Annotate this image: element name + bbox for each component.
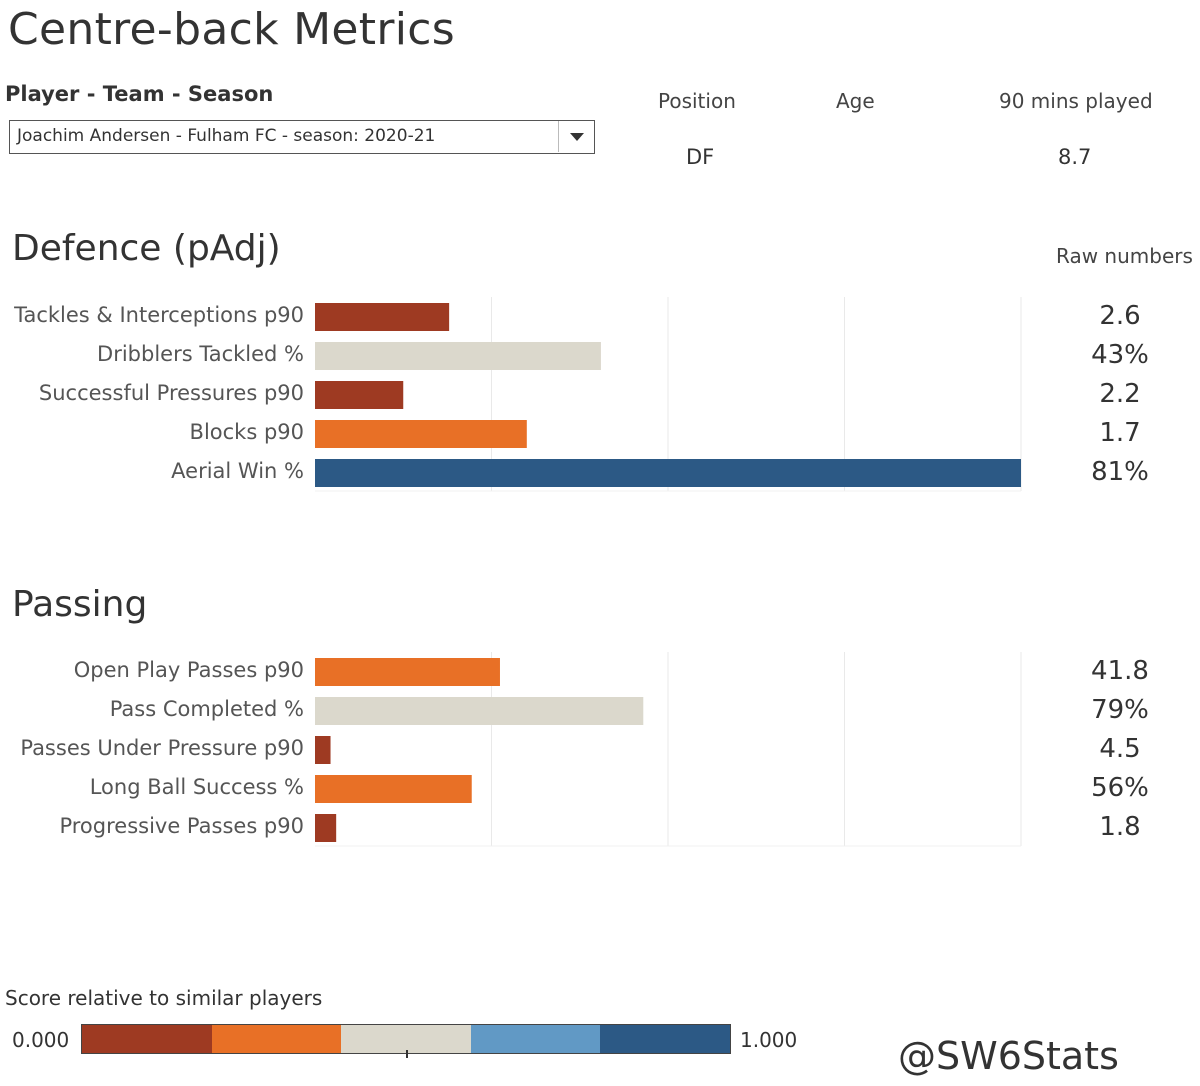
bar-progressive-passes-p90[interactable] — [315, 814, 337, 842]
position-value: DF — [686, 145, 715, 169]
color-legend-bar — [81, 1024, 731, 1054]
raw-numbers-header: Raw numbers — [1056, 244, 1193, 268]
legend-swatch — [341, 1025, 471, 1053]
category-label: Pass Completed % — [109, 697, 304, 721]
category-label: Long Ball Success % — [89, 775, 304, 799]
bar-dribblers-tackled[interactable] — [315, 342, 601, 370]
category-label: Tackles & Interceptions p90 — [14, 303, 304, 327]
category-label: Passes Under Pressure p90 — [20, 736, 304, 760]
legend-swatch — [211, 1025, 342, 1053]
category-label: Blocks p90 — [189, 420, 304, 444]
mins-played-value: 8.7 — [1058, 145, 1092, 169]
bar-passes-under-pressure-p90[interactable] — [315, 736, 331, 764]
raw-number-value: 79% — [1091, 695, 1149, 725]
category-label: Successful Pressures p90 — [38, 381, 304, 405]
raw-number-value: 2.2 — [1099, 379, 1141, 409]
defence-section-title: Defence (pAdj) — [12, 228, 281, 269]
legend-max-label: 1.000 — [740, 1028, 798, 1052]
bar-aerial-win[interactable] — [315, 459, 1021, 487]
raw-number-value: 2.6 — [1099, 301, 1141, 331]
legend-midpoint-tick — [406, 1050, 408, 1058]
raw-number-value: 81% — [1091, 457, 1149, 487]
legend-swatch — [600, 1025, 730, 1053]
bar-blocks-p90[interactable] — [315, 420, 527, 448]
category-label: Dribblers Tackled % — [97, 342, 304, 366]
chevron-down-icon[interactable] — [558, 121, 594, 152]
age-header: Age — [836, 89, 875, 113]
legend-title: Score relative to similar players — [5, 986, 323, 1010]
passing-section-title: Passing — [12, 584, 148, 625]
page-title: Centre-back Metrics — [8, 4, 455, 55]
filter-label: Player - Team - Season — [5, 82, 274, 106]
player-select-value: Joachim Andersen - Fulham FC - season: 2… — [17, 126, 436, 146]
raw-number-value: 4.5 — [1099, 734, 1141, 764]
bar-long-ball-success[interactable] — [315, 775, 472, 803]
author-handle: @SW6Stats — [898, 1034, 1119, 1078]
category-label: Aerial Win % — [171, 459, 304, 483]
legend-min-label: 0.000 — [12, 1028, 70, 1052]
bar-pass-completed[interactable] — [315, 697, 644, 725]
bar-successful-pressures-p90[interactable] — [315, 381, 404, 409]
bar-tackles-interceptions-p90[interactable] — [315, 303, 450, 331]
bar-open-play-passes-p90[interactable] — [315, 658, 500, 686]
raw-number-value: 1.8 — [1099, 812, 1141, 842]
raw-number-value: 56% — [1091, 773, 1149, 803]
category-label: Progressive Passes p90 — [59, 814, 304, 838]
legend-swatch — [470, 1025, 601, 1053]
player-select-dropdown[interactable]: Joachim Andersen - Fulham FC - season: 2… — [9, 120, 595, 154]
raw-number-value: 43% — [1091, 340, 1149, 370]
category-label: Open Play Passes p90 — [73, 658, 304, 682]
legend-swatch — [82, 1025, 212, 1053]
raw-number-value: 1.7 — [1099, 418, 1141, 448]
raw-number-value: 41.8 — [1091, 656, 1149, 686]
mins-played-header: 90 mins played — [999, 89, 1153, 113]
position-header: Position — [658, 89, 736, 113]
